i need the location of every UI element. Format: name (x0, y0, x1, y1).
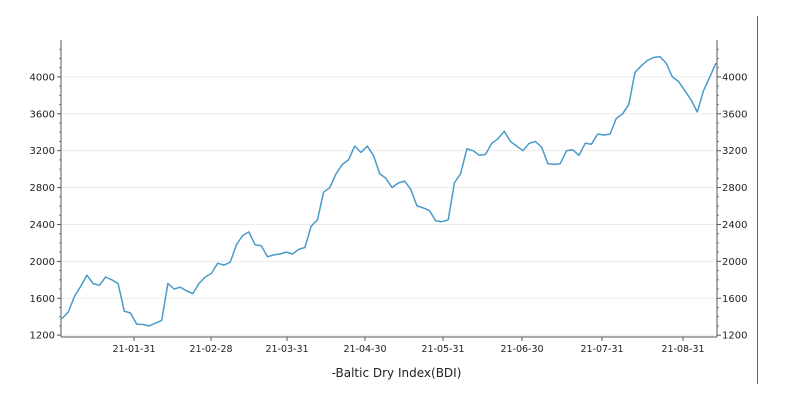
x-tick-label-21-05-31: 21-05-31 (421, 344, 464, 355)
series-line-bdi (61, 55, 717, 327)
y-tick-label-left-2400: 2400 (30, 220, 55, 231)
x-tick-label-21-06-30: 21-06-30 (500, 344, 543, 355)
y-tick-label-left-2800: 2800 (30, 183, 55, 194)
chart-caption: -Baltic Dry Index(BDI) (331, 366, 462, 380)
y-tick-label-left-4000: 4000 (30, 72, 55, 83)
x-ticks: 21-01-31 21-02-28 21-03-31 21-04-30 21-05-31… (112, 337, 705, 355)
x-tick-label-21-04-30: 21-04-30 (343, 344, 386, 355)
grid-lines (61, 76, 717, 336)
y-tick-label-left-3200: 3200 (30, 146, 55, 157)
right-frame-divider (757, 16, 758, 384)
x-tick-label-21-08-31: 21-08-31 (661, 344, 704, 355)
y-tick-label-right-1600: 1600 (722, 294, 747, 305)
x-tick-label-21-02-28: 21-02-28 (189, 344, 232, 355)
y-tick-label-right-2800: 2800 (722, 183, 747, 194)
y-ticks-left: 1200 1600 2000 2400 2800 3200 3600 4000 (30, 48, 61, 342)
x-tick-label-21-07-31: 21-07-31 (580, 344, 623, 355)
y-tick-label-right-2000: 2000 (722, 257, 747, 268)
x-tick-label-21-01-31: 21-01-31 (112, 344, 155, 355)
y-tick-label-left-1600: 1600 (30, 294, 55, 305)
y-ticks-right: 1200 1600 2000 2400 2800 3200 3600 4000 (717, 48, 747, 342)
y-tick-label-right-3600: 3600 (722, 109, 747, 120)
y-tick-label-right-2400: 2400 (722, 220, 747, 231)
y-tick-label-left-1200: 1200 (30, 331, 55, 342)
y-tick-label-right-3200: 3200 (722, 146, 747, 157)
y-tick-label-right-1200: 1200 (722, 331, 747, 342)
x-tick-label-21-03-31: 21-03-31 (265, 344, 308, 355)
y-tick-label-right-4000: 4000 (722, 72, 747, 83)
y-tick-label-left-3600: 3600 (30, 109, 55, 120)
y-tick-label-left-2000: 2000 (30, 257, 55, 268)
